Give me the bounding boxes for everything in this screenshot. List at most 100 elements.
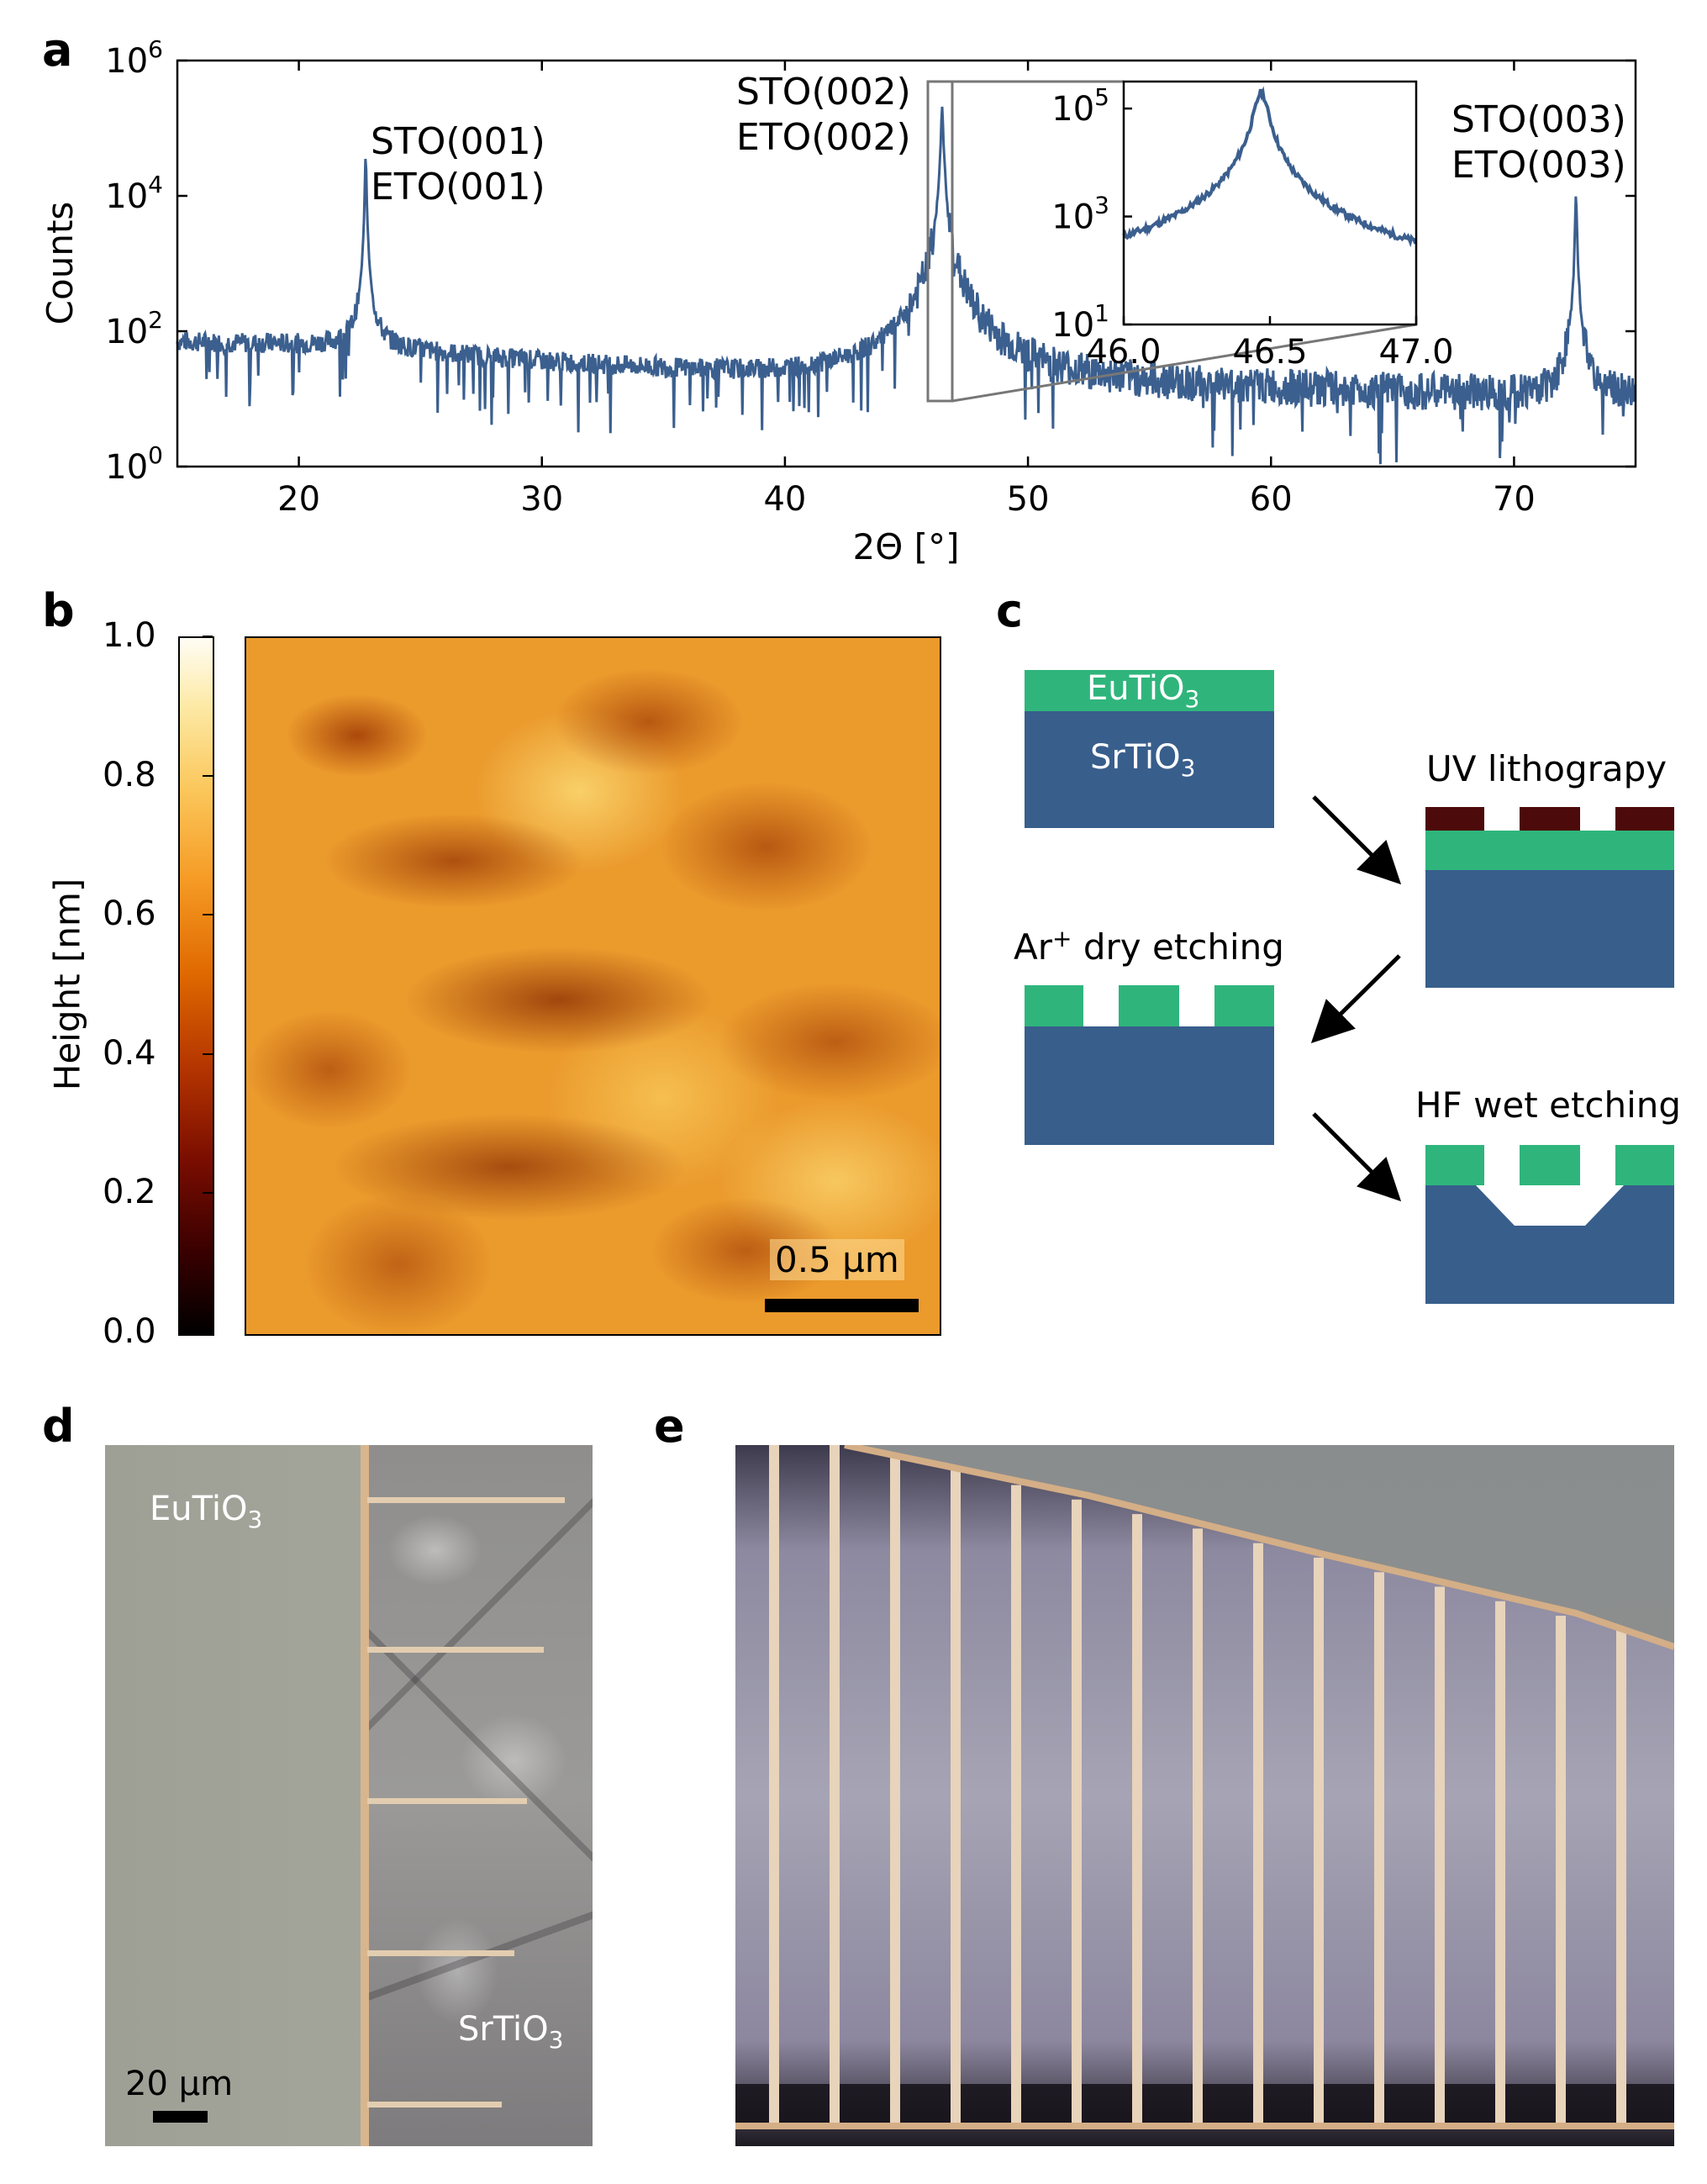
dry-etching-text: dry etching (1072, 926, 1284, 968)
e-bridge-12 (1495, 1601, 1505, 2123)
afm-scalebar (765, 1299, 919, 1312)
e-bridge-5 (1072, 1499, 1082, 2123)
annotation-eto003: ETO(003) (1451, 144, 1626, 187)
step3-film-3 (1214, 985, 1274, 1026)
e-bridge-8 (1253, 1543, 1263, 2123)
micrograph-e-drawing (735, 1445, 1674, 2146)
eto-text: EuTiO (1087, 669, 1185, 708)
annotation-sto002: STO(002) (736, 71, 911, 113)
step4-film-2 (1520, 1145, 1580, 1185)
inset-xtick-label-0: 46.0 (1086, 333, 1161, 372)
step3-label: Ar+ dry etching (1014, 925, 1284, 968)
xrd-xtick-label-4: 60 (1250, 480, 1293, 519)
colorbar-tick-4 (203, 774, 213, 777)
colorbar-tick-0 (203, 1332, 213, 1333)
arrow-2 (1310, 954, 1401, 1044)
eto-sub: 3 (1184, 685, 1200, 713)
d-scalebar (153, 2111, 208, 2123)
inset-ytick-label-0: 101 (1051, 299, 1109, 345)
afm-image: 0.5 µm (245, 636, 941, 1336)
step2-substrate (1425, 870, 1674, 988)
bottom-edge (735, 2123, 1674, 2129)
afm-scalebar-label: 0.5 µm (770, 1239, 904, 1280)
annotation-sto003: STO(003) (1451, 98, 1626, 141)
xrd-xtick-label-3: 50 (1007, 480, 1050, 519)
micrograph-e (735, 1445, 1674, 2146)
step4-film-1 (1425, 1145, 1484, 1185)
step3-film-2 (1119, 985, 1179, 1026)
inset-series-line (1122, 86, 1417, 248)
e-bridge-13 (1556, 1616, 1566, 2123)
arrow-1 (1312, 795, 1402, 885)
xrd-plot-frame (176, 59, 1637, 468)
top-edge (844, 1445, 1674, 1650)
step2-label: UV lithograpy (1426, 748, 1667, 789)
xrd-xtick-label-5: 70 (1493, 480, 1536, 519)
xrd-xtick-label-0: 20 (277, 480, 320, 519)
colorbar-tick-label-3: 0.6 (103, 894, 156, 934)
step4-label: HF wet etching (1415, 1084, 1682, 1126)
d-eto-text: EuTiO (150, 1490, 248, 1528)
inset-ytick-label-2: 105 (1051, 83, 1109, 129)
ar-text: Ar (1014, 926, 1052, 968)
sto-text: SrTiO (1090, 738, 1181, 777)
colorbar-tick-label-2: 0.4 (103, 1033, 156, 1073)
step1-eto-label: EuTiO3 (1087, 669, 1199, 713)
e-bridge-7 (1193, 1528, 1203, 2123)
xrd-xtick-label-1: 30 (520, 480, 563, 519)
etched-region (735, 1445, 1674, 2146)
inset-xtick-label-1: 46.5 (1232, 333, 1307, 372)
e-bridge-4 (1011, 1485, 1021, 2123)
step2-resist-1 (1425, 807, 1484, 831)
step2-resist-2 (1520, 807, 1580, 831)
colorbar-tick-1 (203, 1192, 213, 1195)
xrd-ytick-label-1: 102 (105, 306, 163, 351)
zoom-connector-bottom (951, 323, 1417, 403)
e-bridge-1 (830, 1445, 840, 2123)
colorbar-tick-3 (203, 914, 213, 916)
srtio3-region (367, 1445, 593, 2146)
step4-substrate-undercut (1425, 1185, 1674, 1304)
bridge-1 (367, 1497, 565, 1503)
e-bridge-2 (890, 1455, 900, 2123)
e-bridge-3 (951, 1470, 961, 2123)
bridge-4 (367, 1950, 514, 1956)
peak-annotation-001: STO(001) ETO(001) (371, 119, 545, 210)
xrd-ylabel: Counts (40, 202, 81, 325)
colorbar (178, 636, 214, 1336)
colorbar-tick-label-1: 0.2 (103, 1173, 156, 1212)
colorbar-tick-label-4: 0.8 (103, 755, 156, 794)
d-scalebar-label: 20 µm (125, 2065, 234, 2103)
d-eto-label: EuTiO3 (150, 1490, 262, 1533)
panel-label-e: e (654, 1400, 685, 1453)
xrd-ytick-label-0: 100 (105, 441, 163, 487)
peak-annotation-003: STO(003) ETO(003) (1451, 98, 1626, 188)
bottom-dark-band (735, 2084, 1674, 2126)
colorbar-tick-5 (203, 636, 213, 637)
e-bridge-0 (769, 1445, 779, 2123)
step2-resist-3 (1615, 807, 1674, 831)
xrd-ytick-label-2: 104 (105, 171, 163, 216)
panel-label-c: c (996, 584, 1024, 637)
d-sto-label: SrTiO3 (458, 2010, 563, 2054)
step1-sto-label: SrTiO3 (1090, 738, 1195, 782)
annotation-eto002: ETO(002) (736, 116, 911, 159)
inset-xtick-label-2: 47.0 (1378, 333, 1453, 372)
inset-ytick-label-1: 103 (1051, 192, 1109, 237)
xrd-ytick-label-3: 106 (105, 35, 163, 81)
colorbar-label: Height [nm] (46, 878, 88, 1091)
d-eto-sub: 3 (247, 1506, 263, 1533)
e-bridge-11 (1435, 1586, 1445, 2123)
panel-label-b: b (42, 584, 75, 637)
edge-line (361, 1445, 369, 2146)
colorbar-tick-2 (203, 1052, 213, 1055)
panel-label-a: a (42, 24, 73, 76)
sto-sub: 3 (1180, 754, 1196, 782)
bridge-2 (367, 1647, 544, 1653)
e-bridge-6 (1132, 1514, 1142, 2123)
e-bridge-10 (1374, 1572, 1384, 2123)
annotation-sto001: STO(001) (371, 120, 545, 163)
e-bridge-9 (1314, 1557, 1324, 2123)
d-sto-text: SrTiO (458, 2010, 549, 2049)
ar-sup: + (1052, 925, 1072, 952)
